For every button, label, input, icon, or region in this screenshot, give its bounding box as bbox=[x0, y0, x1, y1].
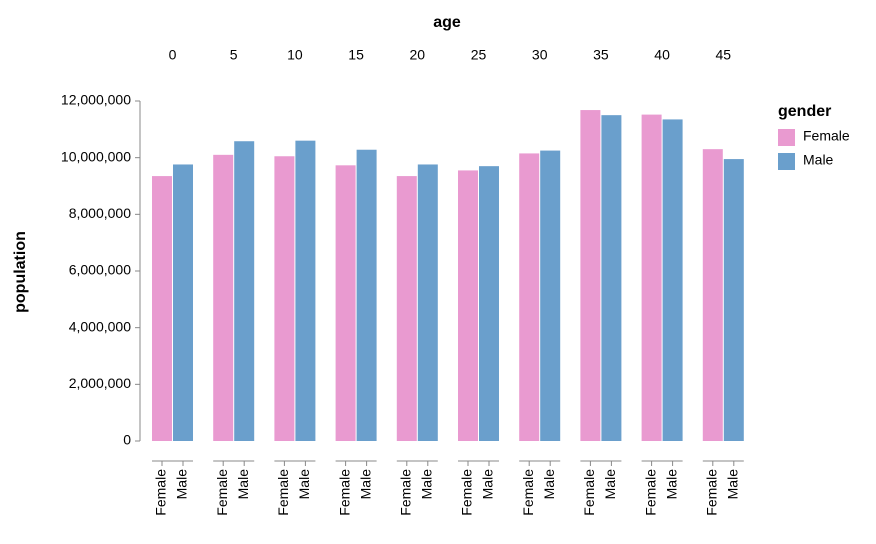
bar bbox=[417, 164, 438, 441]
x-tick-label: Male bbox=[541, 469, 557, 500]
x-tick-label: Female bbox=[704, 469, 720, 516]
x-tick-label: Female bbox=[520, 469, 536, 516]
facet-label: 45 bbox=[716, 47, 732, 63]
facet-label: 40 bbox=[654, 47, 670, 63]
facet-label: 10 bbox=[287, 47, 303, 63]
bar bbox=[458, 170, 478, 441]
x-tick-label: Male bbox=[357, 469, 373, 500]
bar bbox=[540, 150, 561, 442]
x-tick-label: Male bbox=[235, 469, 251, 500]
bar bbox=[173, 164, 193, 441]
x-tick-label: Female bbox=[642, 469, 658, 516]
x-tick-label: Male bbox=[296, 469, 312, 500]
x-tick-label: Female bbox=[581, 469, 597, 516]
chart-title: age bbox=[433, 14, 461, 31]
x-tick-label: Male bbox=[663, 469, 679, 500]
y-tick-label: 2,000,000 bbox=[69, 375, 131, 391]
bar bbox=[641, 114, 662, 441]
x-tick-label: Male bbox=[174, 469, 190, 500]
bar bbox=[295, 140, 316, 441]
bar bbox=[662, 119, 683, 442]
x-tick-label: Male bbox=[480, 469, 496, 500]
bar bbox=[356, 149, 377, 441]
x-tick-label: Female bbox=[398, 469, 414, 516]
bar bbox=[723, 159, 744, 442]
y-tick-label: 10,000,000 bbox=[61, 148, 131, 164]
facet-label: 35 bbox=[593, 47, 609, 63]
bar bbox=[152, 176, 172, 442]
x-tick-label: Female bbox=[275, 469, 291, 516]
y-tick-label: 8,000,000 bbox=[69, 205, 131, 221]
y-tick-label: 0 bbox=[123, 432, 131, 448]
x-tick-label: Female bbox=[459, 469, 475, 516]
y-tick-label: 12,000,000 bbox=[61, 92, 131, 108]
y-axis-title: population bbox=[12, 231, 29, 313]
facet-label: 15 bbox=[348, 47, 364, 63]
bar bbox=[580, 110, 601, 442]
legend-label: Male bbox=[803, 152, 834, 168]
y-tick-label: 4,000,000 bbox=[69, 318, 131, 334]
bar bbox=[702, 149, 723, 441]
legend-label: Female bbox=[803, 128, 850, 144]
bar bbox=[213, 154, 234, 442]
legend-swatch bbox=[778, 129, 795, 146]
facet-label: 25 bbox=[471, 47, 487, 63]
bar bbox=[519, 153, 540, 441]
legend-swatch bbox=[778, 153, 795, 170]
facet-label: 0 bbox=[169, 47, 177, 63]
bar bbox=[335, 165, 356, 442]
bar bbox=[234, 141, 255, 441]
bar bbox=[479, 166, 499, 441]
x-tick-label: Female bbox=[153, 469, 169, 516]
bar bbox=[274, 156, 295, 441]
x-tick-label: Male bbox=[602, 469, 618, 500]
x-tick-label: Male bbox=[419, 469, 435, 500]
legend-title: gender bbox=[778, 103, 831, 120]
facet-label: 5 bbox=[230, 47, 238, 63]
bar bbox=[601, 115, 622, 442]
x-tick-label: Female bbox=[336, 469, 352, 516]
x-tick-label: Female bbox=[214, 469, 230, 516]
facet-label: 30 bbox=[532, 47, 548, 63]
facet-label: 20 bbox=[410, 47, 426, 63]
x-tick-label: Male bbox=[725, 469, 741, 500]
bar bbox=[396, 176, 417, 442]
y-tick-label: 6,000,000 bbox=[69, 262, 131, 278]
